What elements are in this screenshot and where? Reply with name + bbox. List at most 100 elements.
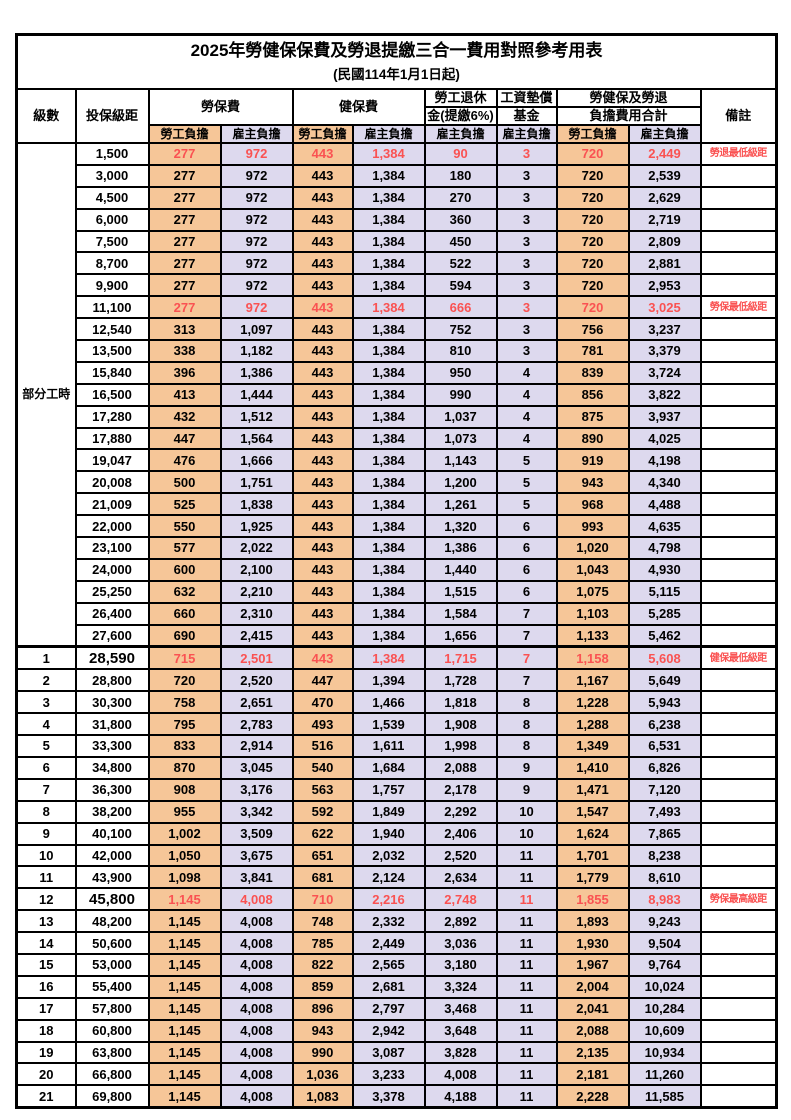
table-row: 6,000 277 972 443 1,384 360 3 720 2,719	[17, 207, 778, 232]
cell-pension-employer: 1,037	[423, 404, 498, 429]
subheader-health-employer: 雇主負擔	[351, 124, 426, 144]
cell-total-employer: 4,930	[627, 557, 702, 582]
cell-bracket: 17,280	[74, 404, 150, 429]
cell-health-employee: 443	[291, 426, 354, 451]
cell-health-employer: 1,384	[351, 514, 426, 539]
cell-level: 19	[15, 1040, 77, 1065]
cell-total-employer: 2,719	[627, 207, 702, 232]
cell-wagefund-employer: 11	[495, 843, 558, 868]
cell-health-employer: 1,394	[351, 668, 426, 693]
cell-level: 11	[15, 865, 77, 890]
cell-health-employer: 1,849	[351, 799, 426, 824]
cell-bracket: 6,000	[74, 207, 150, 232]
cell-total-employee: 1,471	[555, 777, 630, 802]
cell-health-employee: 443	[291, 645, 354, 671]
cell-pension-employer: 90	[423, 142, 498, 166]
cell-health-employee: 443	[291, 163, 354, 188]
cell-labor-employer: 1,751	[219, 470, 294, 495]
cell-bracket: 8,700	[74, 251, 150, 276]
cell-bracket: 22,000	[74, 514, 150, 539]
cell-wagefund-employer: 3	[495, 142, 558, 166]
cell-health-employee: 859	[291, 974, 354, 999]
cell-total-employee: 1,020	[555, 536, 630, 560]
cell-bracket: 40,100	[74, 821, 150, 846]
table-row: 22,000 550 1,925 443 1,384 1,320 6 993 4,635	[17, 514, 778, 539]
table-row: 7,500 277 972 443 1,384 450 3 720 2,809	[17, 229, 778, 254]
cell-level: 4	[15, 712, 77, 737]
table-row: 6 34,800 870 3,045 540 1,684 2,088 9 1,410 6,826	[15, 755, 778, 780]
cell-bracket: 28,590	[74, 645, 150, 671]
cell-remark	[699, 470, 778, 495]
cell-pension-employer: 1,261	[423, 492, 498, 517]
cell-remark	[699, 229, 778, 254]
cell-level: 12	[15, 887, 77, 912]
cell-labor-employer: 972	[219, 163, 294, 188]
cell-health-employee: 443	[291, 360, 354, 385]
cell-health-employer: 2,032	[351, 843, 426, 868]
cell-bracket: 26,400	[74, 601, 150, 626]
cell-remark	[699, 865, 778, 890]
cell-wagefund-employer: 11	[495, 1018, 558, 1043]
table-body: 部分工時 1,500 277 972 443 1,384 90 3 720 2,449 勞退最低級距…	[15, 142, 778, 1109]
cell-wagefund-employer: 11	[495, 887, 558, 912]
cell-total-employee: 720	[555, 207, 630, 232]
cell-total-employee: 943	[555, 470, 630, 495]
subheader-labor-employer: 雇主負擔	[219, 124, 294, 144]
cell-total-employee: 875	[555, 404, 630, 429]
cell-labor-employee: 1,145	[147, 974, 222, 999]
cell-bracket: 11,100	[74, 295, 150, 320]
cell-remark: 健保最低級距	[699, 645, 778, 671]
cell-health-employee: 493	[291, 712, 354, 737]
page-title: 2025年勞健保保費及勞退提繳三合一費用對照參考用表	[190, 41, 603, 60]
subheader-health-employee: 勞工負擔	[291, 124, 354, 144]
cell-health-employer: 1,384	[351, 360, 426, 385]
cell-labor-employer: 972	[219, 295, 294, 320]
cell-pension-employer: 1,728	[423, 668, 498, 693]
cell-health-employer: 2,216	[351, 887, 426, 912]
cell-health-employer: 1,384	[351, 623, 426, 649]
cell-labor-employee: 870	[147, 755, 222, 780]
cell-pension-employer: 1,073	[423, 426, 498, 451]
cell-health-employee: 443	[291, 601, 354, 626]
cell-total-employer: 10,934	[627, 1040, 702, 1065]
cell-pension-employer: 1,998	[423, 734, 498, 758]
cell-bracket: 33,300	[74, 734, 150, 758]
cell-labor-employee: 277	[147, 295, 222, 320]
cell-labor-employer: 3,841	[219, 865, 294, 890]
cell-bracket: 53,000	[74, 952, 150, 977]
cell-wagefund-employer: 3	[495, 317, 558, 342]
cell-bracket: 55,400	[74, 974, 150, 999]
cell-level: 6	[15, 755, 77, 780]
cell-bracket: 27,600	[74, 623, 150, 649]
cell-total-employee: 1,547	[555, 799, 630, 824]
col-header-labor-insurance: 勞保費	[147, 88, 294, 126]
cell-wagefund-employer: 9	[495, 755, 558, 780]
cell-remark	[699, 492, 778, 517]
cell-health-employee: 443	[291, 536, 354, 560]
cell-level: 8	[15, 799, 77, 824]
cell-total-employer: 4,198	[627, 448, 702, 473]
cell-total-employer: 8,983	[627, 887, 702, 912]
cell-total-employer: 2,539	[627, 163, 702, 188]
cell-labor-employer: 4,008	[219, 974, 294, 999]
cell-pension-employer: 666	[423, 295, 498, 320]
cell-labor-employer: 2,022	[219, 536, 294, 560]
cell-labor-employer: 972	[219, 229, 294, 254]
cell-health-employee: 443	[291, 185, 354, 210]
cell-health-employer: 1,384	[351, 142, 426, 166]
cell-pension-employer: 1,143	[423, 448, 498, 473]
cell-total-employer: 9,764	[627, 952, 702, 977]
cell-health-employee: 651	[291, 843, 354, 868]
cell-labor-employer: 972	[219, 185, 294, 210]
cell-wagefund-employer: 3	[495, 251, 558, 276]
cell-pension-employer: 360	[423, 207, 498, 232]
subheader-labor-employee: 勞工負擔	[147, 124, 222, 144]
cell-remark	[699, 404, 778, 429]
table-row: 8,700 277 972 443 1,384 522 3 720 2,881	[17, 251, 778, 276]
cell-labor-employee: 1,145	[147, 1084, 222, 1109]
cell-labor-employee: 833	[147, 734, 222, 758]
cell-wagefund-employer: 8	[495, 734, 558, 758]
cell-total-employee: 2,228	[555, 1084, 630, 1109]
cell-bracket: 38,200	[74, 799, 150, 824]
cell-remark	[699, 557, 778, 582]
